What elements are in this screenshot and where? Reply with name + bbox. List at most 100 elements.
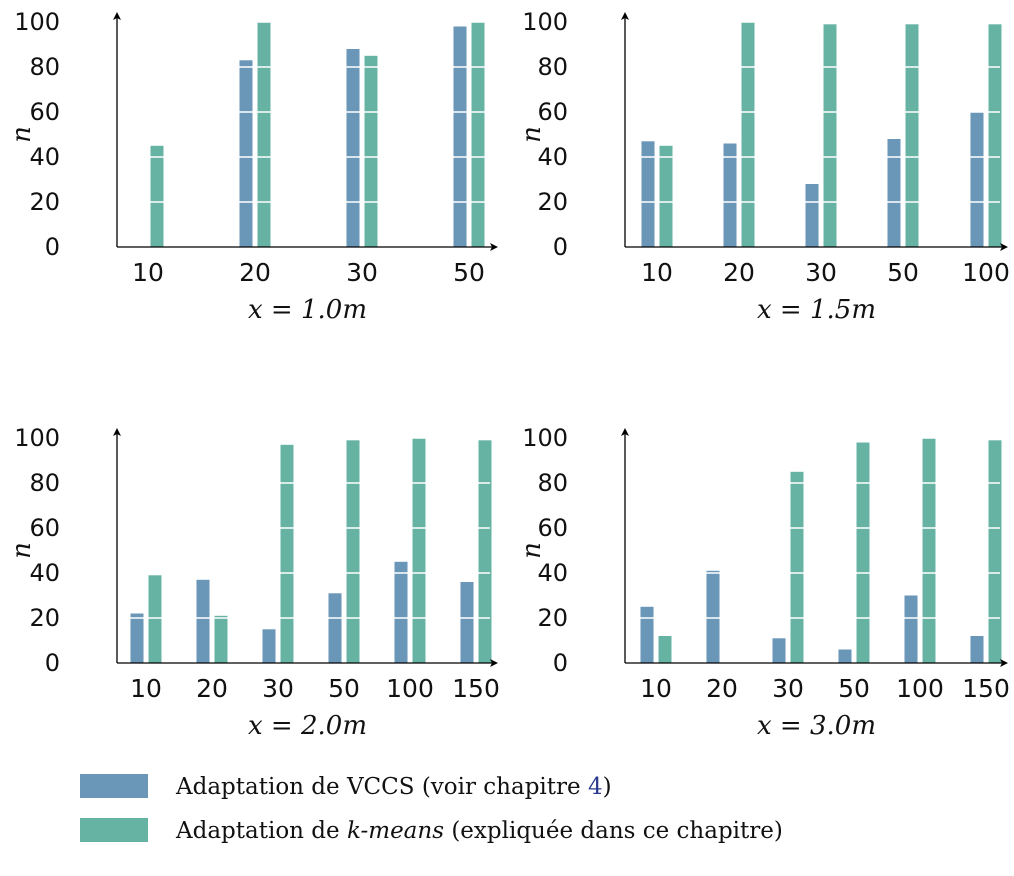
x-category-label-100: 100 bbox=[896, 674, 944, 703]
bar-vccs-10 bbox=[130, 613, 144, 663]
y-tick-label-80: 80 bbox=[29, 53, 60, 81]
bar-vccs-20 bbox=[706, 570, 720, 664]
bar-vccs-50 bbox=[453, 26, 467, 247]
y-tick-label-0: 0 bbox=[553, 649, 568, 677]
y-tick-label-80: 80 bbox=[537, 469, 568, 497]
bar-kmeans-100 bbox=[988, 24, 1002, 248]
bar-vccs-30 bbox=[262, 629, 276, 664]
y-tick-label-20: 20 bbox=[537, 188, 568, 216]
bar-kmeans-50 bbox=[471, 22, 485, 247]
bar-kmeans-100 bbox=[412, 438, 426, 663]
x-category-label-50: 50 bbox=[453, 258, 485, 287]
bar-kmeans-20 bbox=[741, 22, 755, 247]
x-category-label-30: 30 bbox=[346, 258, 378, 287]
y-axis-arrow bbox=[113, 428, 121, 436]
y-axis-title: n bbox=[7, 126, 37, 143]
bar-vccs-150 bbox=[460, 582, 474, 663]
y-axis-title: n bbox=[517, 542, 547, 559]
bar-vccs-20 bbox=[723, 143, 737, 247]
x-category-label-10: 10 bbox=[130, 674, 162, 703]
y-tick-label-60: 60 bbox=[537, 98, 568, 126]
bar-kmeans-100 bbox=[922, 438, 936, 663]
bar-vccs-10 bbox=[641, 141, 655, 248]
x-category-label-20: 20 bbox=[723, 258, 755, 287]
bar-kmeans-10 bbox=[150, 145, 164, 248]
x-category-label-50: 50 bbox=[328, 674, 360, 703]
legend-text-part: (expliquée dans ce chapitre) bbox=[444, 818, 783, 844]
x-category-label-10: 10 bbox=[640, 674, 672, 703]
y-tick-label-20: 20 bbox=[29, 188, 60, 216]
x-axis-arrow bbox=[1000, 243, 1008, 251]
bar-vccs-50 bbox=[838, 649, 852, 663]
x-axis-title: x = 1.0m bbox=[248, 295, 367, 325]
x-category-label-30: 30 bbox=[262, 674, 294, 703]
y-axis-arrow bbox=[113, 12, 121, 20]
bar-kmeans-20 bbox=[257, 22, 271, 247]
bar-vccs-150 bbox=[970, 636, 984, 663]
y-axis-arrow bbox=[621, 12, 629, 20]
y-tick-label-40: 40 bbox=[537, 559, 568, 587]
bar-kmeans-10 bbox=[659, 145, 673, 248]
y-tick-label-60: 60 bbox=[29, 98, 60, 126]
x-category-label-30: 30 bbox=[805, 258, 837, 287]
bar-kmeans-30 bbox=[823, 24, 837, 248]
legend-emph: k-means bbox=[347, 818, 444, 844]
x-category-label-10: 10 bbox=[641, 258, 673, 287]
x-category-label-150: 150 bbox=[452, 674, 500, 703]
x-category-label-10: 10 bbox=[132, 258, 164, 287]
legend-item-vccs: Adaptation de VCCS (voir chapitre 4) bbox=[80, 774, 612, 800]
y-tick-label-60: 60 bbox=[537, 514, 568, 542]
y-axis-title: n bbox=[517, 126, 547, 143]
y-tick-label-40: 40 bbox=[29, 559, 60, 587]
legend-text-part: ) bbox=[603, 774, 612, 800]
bar-kmeans-10 bbox=[658, 636, 672, 663]
x-category-label-100: 100 bbox=[962, 258, 1010, 287]
chart-panel-1: 0 20 40 60 80 100 10 20 30 50 x = 1.0m n bbox=[7, 8, 498, 325]
y-tick-label-100: 100 bbox=[522, 8, 568, 36]
y-tick-label-0: 0 bbox=[553, 233, 568, 261]
bar-kmeans-10 bbox=[148, 575, 162, 664]
legend-swatch bbox=[80, 774, 148, 798]
bar-vccs-100 bbox=[394, 561, 408, 664]
bar-vccs-20 bbox=[239, 60, 253, 248]
legend-swatch bbox=[80, 818, 148, 842]
bar-vccs-30 bbox=[805, 184, 819, 247]
x-category-label-20: 20 bbox=[196, 674, 228, 703]
x-axis-arrow bbox=[1000, 659, 1008, 667]
bar-kmeans-50 bbox=[905, 24, 919, 248]
bar-vccs-30 bbox=[346, 49, 360, 247]
y-tick-label-40: 40 bbox=[29, 143, 60, 171]
legend-chapter-ref: 4 bbox=[588, 774, 603, 800]
bar-kmeans-30 bbox=[364, 55, 378, 248]
bar-vccs-100 bbox=[970, 112, 984, 247]
bar-kmeans-20 bbox=[214, 615, 228, 664]
y-tick-label-0: 0 bbox=[45, 649, 60, 677]
bar-vccs-20 bbox=[196, 579, 210, 664]
legend-item-kmeans: Adaptation de k-means (expliquée dans ce… bbox=[80, 818, 783, 844]
chart-panel-3: 0 20 40 60 80 100 10 20 30 50 100 150 x = 2.0m n bbox=[7, 424, 500, 741]
bar-vccs-100 bbox=[904, 595, 918, 663]
y-tick-label-60: 60 bbox=[29, 514, 60, 542]
x-category-label-20: 20 bbox=[239, 258, 271, 287]
y-tick-label-100: 100 bbox=[522, 424, 568, 452]
x-category-label-20: 20 bbox=[706, 674, 738, 703]
legend: Adaptation de VCCS (voir chapitre 4)Adap… bbox=[80, 774, 783, 844]
legend-text-part: Adaptation de VCCS (voir chapitre bbox=[175, 774, 588, 800]
bar-vccs-30 bbox=[772, 638, 786, 664]
legend-label: Adaptation de k-means (expliquée dans ce… bbox=[175, 818, 783, 844]
y-tick-label-20: 20 bbox=[29, 604, 60, 632]
bar-kmeans-150 bbox=[988, 440, 1002, 664]
y-tick-label-20: 20 bbox=[537, 604, 568, 632]
bar-kmeans-50 bbox=[856, 442, 870, 663]
x-category-label-150: 150 bbox=[962, 674, 1010, 703]
y-axis-title: n bbox=[7, 542, 37, 559]
x-category-label-100: 100 bbox=[386, 674, 434, 703]
chart-panel-4: 0 20 40 60 80 100 10 20 30 50 100 150 x = 3.0m n bbox=[517, 424, 1010, 741]
x-axis-arrow bbox=[490, 243, 498, 251]
bar-kmeans-30 bbox=[280, 444, 294, 664]
bar-kmeans-30 bbox=[790, 471, 804, 664]
x-axis-title: x = 1.5m bbox=[757, 295, 876, 325]
legend-text-part: Adaptation de bbox=[175, 818, 347, 844]
y-axis-arrow bbox=[621, 428, 629, 436]
